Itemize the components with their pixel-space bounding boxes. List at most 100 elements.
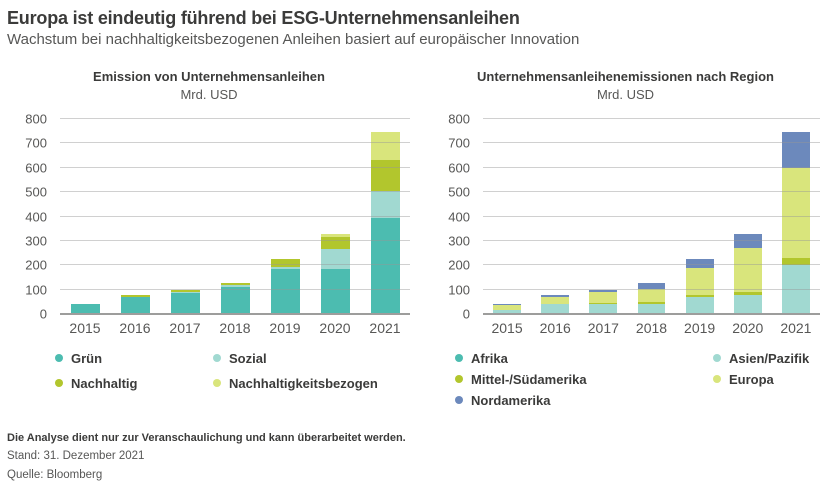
bar-segment-sozial [220,284,250,288]
bar-column-2016 [531,119,579,314]
x-tick-label: 2019 [684,320,716,336]
legend-label: Europa [729,371,774,387]
legend-label: Sozial [229,350,267,366]
bar-segment-nordamerika [733,233,762,249]
charts-row: Emission von Unternehmensanleihen Mrd. U… [0,69,840,408]
as-of-date: Stand: 31. Dezember 2021 [7,450,145,462]
stacked-bar-2016 [120,119,150,314]
stacked-bar-2017 [589,119,618,314]
bar-segment-nordamerika [493,303,522,306]
bar-segment-mittel-suedamerika [733,292,762,296]
legend-label: Nachhaltig [71,375,138,391]
legend-item-mittel-suedamerika: Mittel-/Südamerika [455,371,713,387]
plot-row: 0 100 200 300 400 500 600 700 800 [8,113,410,321]
y-axis: 0 100 200 300 400 500 600 700 800 [431,113,483,321]
stacked-bar-2021 [370,119,400,314]
stacked-bar-2020 [733,119,762,314]
legend-label: Mittel-/Südamerika [471,371,587,387]
bar-segment-gruen [170,292,200,314]
y-tick-label: 300 [25,233,47,249]
chart-unit-label: Mrd. USD [596,87,655,102]
y-tick-label: 700 [448,135,470,151]
bar-segment-mittel-suedamerika [685,294,714,298]
stacked-bar-2016 [541,119,570,314]
bar-segment-nordamerika [637,282,666,289]
y-tick-label: 200 [448,257,470,273]
x-axis-baseline [483,313,820,315]
bar-column-2021 [772,119,820,314]
bars-layer [60,119,410,314]
bar-segment-europa [541,297,570,304]
bar-segment-asien-pazifik [541,303,570,314]
x-tick-label: 2016 [119,320,151,336]
bar-segment-nachhaltig [370,160,400,191]
bar-segment-mittel-suedamerika [781,257,810,266]
bar-segment-asien-pazifik [589,304,618,314]
y-axis-spacer [8,320,60,336]
bar-segment-sozial [320,249,350,269]
x-axis-baseline [60,313,410,315]
bar-column-2017 [579,119,627,314]
legend: Grün Sozial Nachhaltig Nachhaltigkeitsbezog… [55,350,410,391]
bar-segment-nordamerika [589,289,618,293]
bar-column-2015 [483,119,531,314]
legend-dot-icon [713,354,721,362]
legend-label: Asien/Pazifik [729,350,810,366]
stacked-bar-2020 [320,119,350,314]
bar-segment-asien-pazifik [685,297,714,314]
bar-segment-nordamerika [541,295,570,298]
y-tick-label: 800 [448,111,470,127]
stacked-bar-2018 [637,119,666,314]
y-tick-label: 400 [25,209,47,224]
bar-segment-europa [493,305,522,311]
bar-segment-europa [733,248,762,293]
bar-column-2018 [210,119,260,314]
x-tick-label: 2015 [69,320,101,336]
legend-dot-icon [713,375,721,383]
x-tick-label: 2021 [369,320,401,336]
x-tick-label: 2020 [732,320,764,336]
y-tick-label: 400 [448,209,470,224]
bar-segment-nachhaltig [320,237,350,250]
stacked-bar-2021 [781,119,810,314]
bar-column-2016 [110,119,160,314]
bar-segment-nachhaltig [120,295,150,297]
bar-segment-nordamerika [781,132,810,168]
y-tick-label: 200 [25,257,47,273]
y-tick-label: 300 [448,233,470,249]
x-tick-label: 2016 [539,320,571,336]
x-axis: 2015 2016 2017 2018 2019 2020 2021 [483,320,820,336]
chart-panel-issuance-by-region: Unternehmensanleihenemissionen nach Regi… [420,69,840,408]
bar-segment-gruen [70,303,100,314]
bar-column-2019 [260,119,310,314]
legend-item-nordamerika: Nordamerika [455,392,713,408]
y-tick-label: 100 [448,282,470,298]
bar-segment-europa [589,292,618,304]
bar-column-2021 [360,119,410,314]
bar-segment-asien-pazifik [637,303,666,314]
legend-label: Nachhaltigkeitsbezogen [229,375,378,391]
y-tick-label: 0 [39,306,47,322]
bar-segment-mittel-suedamerika [637,302,666,304]
legend-dot-icon [55,379,63,387]
x-tick-label: 2017 [587,320,619,336]
bar-segment-nachhaltigkeitsbezogen [370,132,400,161]
stacked-bar-2019 [685,119,714,314]
figure-header: Europa ist eindeutig führend bei ESG-Unt… [0,0,840,49]
bar-segment-asien-pazifik [781,265,810,314]
bar-segment-europa [637,288,666,303]
y-tick-label: 700 [25,135,47,151]
chart-panel-issuance-by-type: Emission von Unternehmensanleihen Mrd. U… [0,69,420,408]
bar-segment-gruen [320,268,350,314]
bar-segment-europa [781,167,810,258]
bar-segment-nachhaltig [220,282,250,285]
bar-segment-nachhaltigkeitsbezogen [320,233,350,238]
legend-dot-icon [55,354,63,362]
bar-column-2017 [160,119,210,314]
legend-item-nachhaltigkeitsbezogen: Nachhaltigkeitsbezogen [213,375,410,391]
y-tick-label: 500 [448,184,470,200]
y-tick-label: 600 [448,160,470,176]
bar-column-2020 [724,119,772,314]
y-tick-label: 100 [25,282,47,298]
